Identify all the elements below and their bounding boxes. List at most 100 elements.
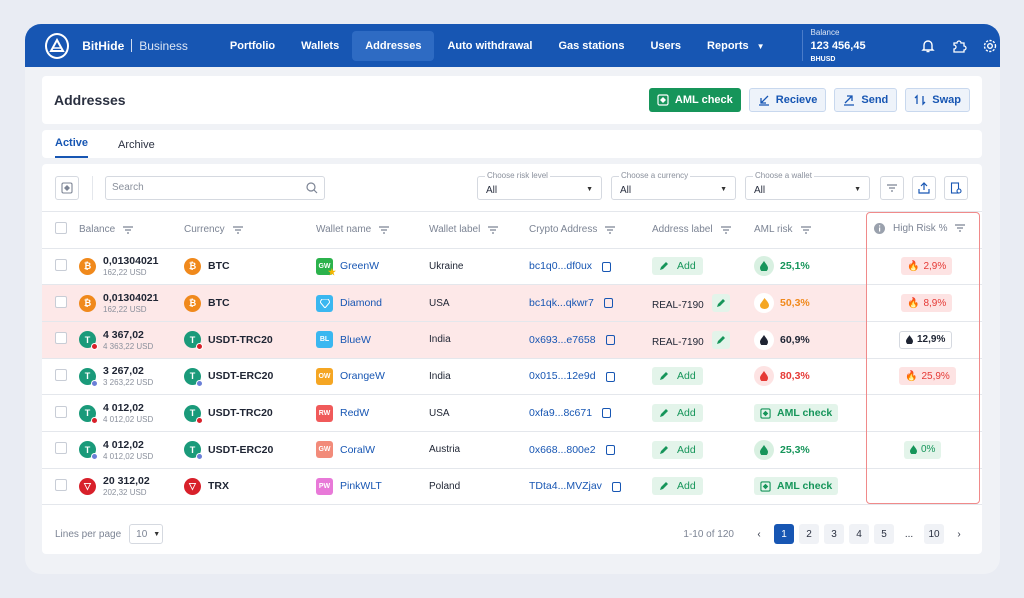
col-address-label[interactable]: Address label: [652, 224, 731, 235]
row-aml-check-button[interactable]: AML check: [754, 404, 839, 423]
nav-users[interactable]: Users: [650, 40, 682, 52]
copy-icon[interactable]: [611, 481, 621, 492]
row-wallet-name[interactable]: OrangeW: [340, 370, 385, 383]
row-wallet-name[interactable]: Diamond: [340, 297, 383, 310]
copy-icon[interactable]: [602, 261, 612, 272]
row-address[interactable]: bc1qk...qkwr7: [529, 297, 594, 310]
wallet-select[interactable]: Choose a wallet All ▼: [745, 170, 870, 200]
aml-check-button[interactable]: AML check: [648, 88, 741, 112]
tab-active[interactable]: Active: [55, 137, 89, 158]
row-checkbox[interactable]: [55, 258, 67, 271]
add-label-button[interactable]: Add: [652, 257, 703, 276]
currency-select[interactable]: Choose a currency All ▼: [611, 170, 736, 200]
col-wallet-label[interactable]: Wallet label: [429, 224, 499, 235]
row-wallet-name[interactable]: RedW: [340, 407, 370, 420]
export-button[interactable]: [912, 175, 936, 200]
row-checkbox[interactable]: [55, 368, 67, 381]
wallet-label: Choose a wallet: [753, 170, 814, 180]
row-wallet-label: India: [429, 358, 529, 396]
receive-button[interactable]: Recieve: [748, 88, 827, 112]
add-label-button[interactable]: Add: [652, 477, 703, 496]
risk-drop-icon: [754, 439, 774, 460]
page-5[interactable]: 5: [874, 524, 894, 544]
add-label-button[interactable]: Add: [652, 367, 703, 386]
tab-archive[interactable]: Archive: [118, 139, 155, 151]
usdt-coin-icon: T: [184, 367, 203, 387]
nav-wallets[interactable]: Wallets: [301, 40, 340, 52]
row-high-risk: 0%: [921, 444, 936, 456]
col-currency[interactable]: Currency: [184, 224, 243, 235]
send-button[interactable]: Send: [834, 88, 898, 112]
nav-addresses[interactable]: Addresses: [352, 31, 435, 61]
row-wallet-name[interactable]: BlueW: [340, 333, 371, 346]
row-aml-risk: 80,3%: [780, 370, 810, 383]
prev-page-icon[interactable]: ‹: [757, 528, 761, 540]
row-address[interactable]: TDta4...MVZjav: [529, 480, 602, 493]
edit-label-button[interactable]: [711, 294, 730, 313]
column-settings-button[interactable]: [944, 175, 968, 200]
row-checkbox[interactable]: [55, 442, 67, 455]
high-risk-badge: 12,9%: [899, 330, 953, 349]
col-crypto-address[interactable]: Crypto Address: [529, 224, 616, 235]
search-input[interactable]: Search: [105, 175, 325, 200]
row-address[interactable]: 0xfa9...8c671: [529, 407, 593, 420]
col-balance[interactable]: Balance: [79, 224, 134, 235]
row-address[interactable]: 0x693...e7658: [529, 333, 596, 346]
col-aml-risk[interactable]: AML risk: [754, 224, 811, 235]
page-2[interactable]: 2: [799, 524, 819, 544]
copy-icon[interactable]: [602, 408, 612, 419]
row-checkbox[interactable]: [55, 405, 67, 418]
row-wallet-label: USA: [429, 394, 529, 432]
lines-per-page-select[interactable]: 10 ▼: [129, 524, 164, 544]
next-page-icon[interactable]: ›: [957, 528, 961, 540]
table-row[interactable]: ₿ 0,01304021 162,22 USD ₿ BTC GW ★ GreenW Ukr…: [42, 248, 982, 286]
page-10[interactable]: 10: [924, 524, 944, 544]
table-row[interactable]: T 4 012,02 4 012,02 USD T USDT-TRC20 RW RedW…: [42, 394, 982, 432]
select-all-checkbox[interactable]: [55, 222, 67, 235]
nav-gas-stations[interactable]: Gas stations: [558, 40, 625, 52]
table-row[interactable]: T 4 367,02 4 363,22 USD T USDT-TRC20 BL Blue…: [42, 321, 982, 359]
page-1[interactable]: 1: [774, 524, 794, 544]
row-wallet-name[interactable]: PinkWLT: [340, 480, 382, 493]
filter-button[interactable]: [880, 175, 904, 200]
add-label-button[interactable]: Add: [652, 440, 703, 459]
swap-button[interactable]: Swap: [905, 88, 970, 112]
copy-icon[interactable]: [605, 445, 615, 456]
copy-icon[interactable]: [603, 298, 613, 309]
row-balance-usd: 4 012,02 USD: [103, 415, 154, 425]
add-label-button[interactable]: Add: [652, 404, 703, 423]
nav-auto-withdrawal[interactable]: Auto withdrawal: [447, 40, 533, 52]
table-row[interactable]: ₿ 0,01304021 162,22 USD ₿ BTC Diamond USA b…: [42, 284, 982, 322]
puzzle-icon[interactable]: [948, 35, 969, 56]
row-checkbox[interactable]: [55, 478, 67, 491]
row-aml-check-button[interactable]: AML check: [754, 477, 839, 496]
risk-level-select[interactable]: Choose risk level All ▼: [477, 170, 602, 200]
row-currency: USDT-TRC20: [208, 333, 273, 346]
edit-label-button[interactable]: [711, 330, 730, 349]
row-wallet-name[interactable]: CoralW: [340, 443, 376, 456]
gear-icon[interactable]: [979, 35, 1000, 56]
row-balance: 4 012,02: [103, 402, 144, 415]
table-row[interactable]: T 4 012,02 4 012,02 USD T USDT-ERC20 GW Cora…: [42, 431, 982, 469]
page-4[interactable]: 4: [849, 524, 869, 544]
row-checkbox[interactable]: [55, 295, 67, 308]
table-row[interactable]: ▽ 20 312,02 202,32 USD ▽ TRX PW PinkWLT Pola…: [42, 468, 982, 506]
row-address[interactable]: bc1q0...df0ux: [529, 260, 593, 273]
row-address[interactable]: 0x668...800e2: [529, 443, 596, 456]
row-address[interactable]: 0x015...12e9d: [529, 370, 596, 383]
balance-block: Balance 123 456,45 BHUSD: [801, 28, 887, 63]
table-row[interactable]: T 3 267,02 3 263,22 USD T USDT-ERC20 OW Oran…: [42, 358, 982, 396]
copy-icon[interactable]: [605, 371, 615, 382]
nav-reports[interactable]: Reports ▼: [694, 31, 777, 61]
nav-portfolio[interactable]: Portfolio: [229, 40, 276, 52]
aml-scan-button[interactable]: [55, 175, 79, 200]
col-wallet-name[interactable]: Wallet name: [316, 224, 390, 235]
col-high-risk[interactable]: High Risk %: [874, 222, 966, 234]
row-wallet-name[interactable]: GreenW: [340, 260, 380, 273]
page-ellipsis: ...: [904, 528, 914, 540]
row-checkbox[interactable]: [55, 332, 67, 345]
page-3[interactable]: 3: [824, 524, 844, 544]
copy-icon[interactable]: [605, 335, 615, 346]
bell-icon[interactable]: [917, 35, 938, 56]
bithide-logo-icon[interactable]: [45, 32, 70, 59]
